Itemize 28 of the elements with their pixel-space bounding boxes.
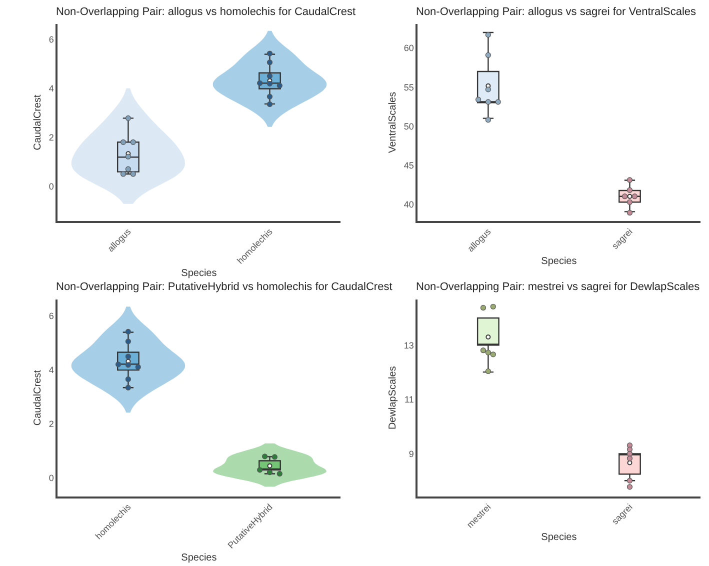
x-axis-title: Species — [181, 552, 217, 564]
y-axis-title: DewlapScales — [387, 366, 398, 430]
y-tick-label: 6 — [48, 311, 54, 322]
y-tick-label: 60 — [404, 43, 414, 54]
y-tick-label: 0 — [48, 473, 54, 484]
y-tick-label: 11 — [404, 394, 414, 405]
chart-title: Non-Overlapping Pair: allogus vs homolechis for CaudalCrest — [56, 6, 356, 18]
y-tick-label: 2 — [48, 132, 54, 142]
chart-title: Non-Overlapping Pair: mestrei vs sagrei for DewlapScales — [416, 281, 700, 293]
x-axis-title: Species — [541, 532, 577, 543]
y-tick-label: 6 — [48, 34, 54, 44]
y-tick-label: 13 — [404, 340, 414, 350]
chart-title: Non-Overlapping Pair: PutativeHybrid vs homolechis for CaudalCrest — [56, 281, 392, 293]
x-axis-title: Species — [181, 268, 217, 279]
x-axis-title: Species — [541, 256, 577, 267]
y-tick-label: 55 — [404, 82, 414, 92]
y-tick-label: 40 — [404, 199, 414, 210]
y-tick-label: 9 — [408, 448, 414, 459]
y-axis-title: CaudalCrest — [32, 370, 44, 426]
y-tick-label: 4 — [48, 365, 54, 376]
y-tick-label: 45 — [404, 160, 414, 170]
y-axis-title: VentralScales — [387, 92, 398, 154]
y-tick-label: 2 — [48, 419, 54, 430]
y-axis-title: CaudalCrest — [32, 94, 44, 150]
y-tick-label: 50 — [404, 121, 414, 132]
chart-title: Non-Overlapping Pair: allogus vs sagrei for VentralScales — [416, 6, 697, 18]
y-tick-label: 4 — [48, 83, 54, 94]
y-tick-label: 0 — [48, 181, 54, 192]
